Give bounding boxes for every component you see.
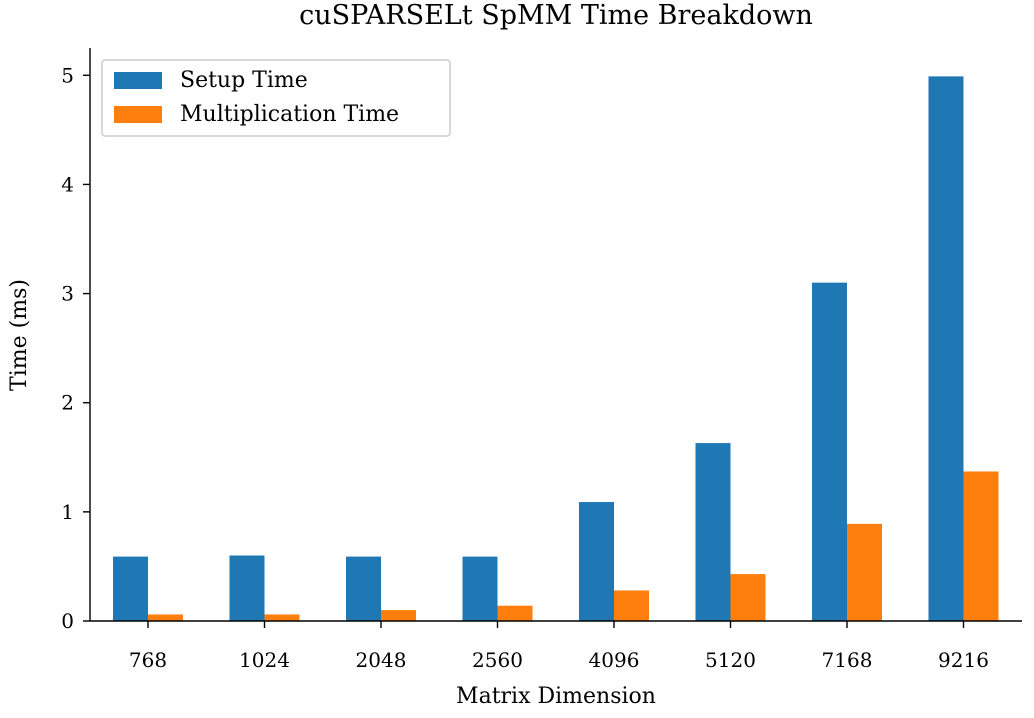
x-ticks-group: 768 1024 2048 2560 4096 5120 7168 9216 [129, 621, 989, 672]
chart-title: cuSPARSELt SpMM Time Breakdown [299, 0, 813, 31]
legend-label-setup-time: Setup Time [180, 68, 308, 93]
legend-label-multiplication-time: Multiplication Time [180, 102, 399, 127]
bar-setup-time-2560 [462, 556, 498, 621]
legend: Setup Time Multiplication Time [101, 59, 451, 137]
x-tick-label: 9216 [938, 648, 989, 672]
y-tick-label: 0 [61, 609, 74, 633]
bar-multiplication-time-768 [148, 614, 183, 621]
x-tick-label: 2560 [472, 648, 523, 672]
bar-multiplication-time-7168 [847, 523, 882, 621]
y-ticks-group: 0 1 2 3 4 5 [61, 63, 90, 633]
bar-multiplication-time-4096 [614, 590, 649, 621]
x-axis-label: Matrix Dimension [456, 684, 656, 709]
y-tick-label: 3 [61, 282, 74, 306]
bar-multiplication-time-5120 [730, 574, 766, 621]
bar-setup-time-768 [113, 556, 148, 621]
x-tick-label: 7168 [822, 648, 873, 672]
bar-setup-time-5120 [695, 443, 731, 621]
y-tick-label: 4 [61, 172, 74, 196]
bar-setup-time-2048 [346, 556, 381, 621]
bar-setup-time-1024 [229, 555, 265, 621]
bar-setup-time-7168 [812, 282, 847, 621]
bar-multiplication-time-1024 [264, 614, 300, 621]
bar-multiplication-time-2560 [497, 605, 533, 621]
y-tick-label: 5 [61, 63, 74, 87]
y-axis-label: Time (ms) [7, 279, 32, 391]
x-tick-label: 2048 [356, 648, 407, 672]
x-tick-label: 768 [129, 648, 167, 672]
legend-box [101, 59, 451, 137]
x-tick-label: 4096 [589, 648, 640, 672]
y-tick-label: 2 [61, 391, 74, 415]
bar-setup-time-9216 [928, 76, 964, 622]
x-tick-label: 1024 [239, 648, 290, 672]
legend-swatch-setup-time [114, 72, 162, 89]
y-tick-label: 1 [61, 500, 74, 524]
x-tick-label: 5120 [705, 648, 756, 672]
bar-multiplication-time-9216 [963, 471, 999, 621]
legend-swatch-multiplication-time [114, 106, 162, 123]
bar-setup-time-4096 [579, 502, 614, 621]
bars-group [113, 76, 999, 622]
bar-multiplication-time-2048 [381, 610, 416, 621]
